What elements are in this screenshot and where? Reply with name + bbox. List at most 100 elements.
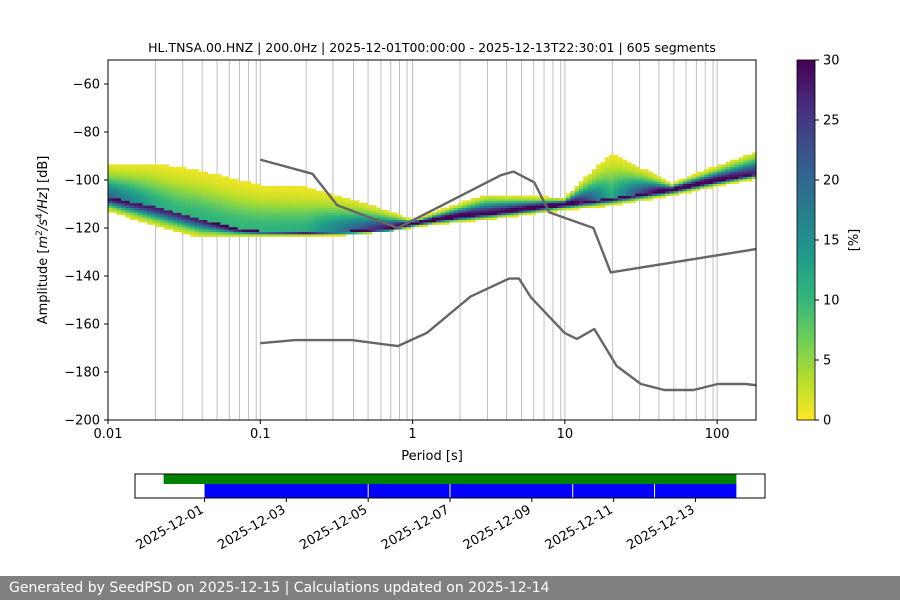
pdf-cell bbox=[738, 162, 744, 165]
pdf-cell bbox=[548, 205, 554, 208]
pdf-cell bbox=[522, 212, 528, 216]
pdf-cell bbox=[613, 193, 619, 196]
pdf-cell bbox=[704, 186, 710, 189]
pdf-cell bbox=[211, 188, 217, 192]
pdf-cell bbox=[336, 210, 342, 213]
pdf-cell bbox=[120, 171, 126, 175]
pdf-cell bbox=[384, 214, 390, 218]
pdf-cell bbox=[682, 190, 688, 194]
pdf-cell bbox=[643, 198, 649, 201]
pdf-cell bbox=[267, 207, 273, 211]
pdf-cell bbox=[146, 181, 152, 184]
pdf-cell bbox=[246, 190, 252, 194]
pdf-cell bbox=[181, 171, 187, 175]
pdf-cell bbox=[250, 224, 256, 228]
pdf-cell bbox=[574, 190, 580, 194]
pdf-cell bbox=[151, 183, 157, 187]
pdf-cell bbox=[259, 229, 265, 232]
pdf-cell bbox=[207, 205, 213, 208]
pdf-cell bbox=[604, 200, 610, 204]
pdf-cell bbox=[203, 229, 208, 232]
pdf-cell bbox=[462, 210, 468, 213]
pdf-cell bbox=[466, 210, 472, 213]
pdf-cell bbox=[522, 210, 528, 213]
pdf-cell bbox=[298, 193, 303, 196]
pdf-cell bbox=[289, 234, 295, 237]
pdf-cell bbox=[436, 210, 442, 213]
pdf-cell bbox=[565, 202, 571, 206]
pdf-cell bbox=[583, 202, 589, 206]
pdf-cell bbox=[228, 195, 234, 199]
pdf-cell bbox=[319, 222, 325, 225]
pdf-cell bbox=[332, 224, 338, 228]
pdf-cell bbox=[393, 212, 399, 216]
pdf-cell bbox=[613, 181, 619, 184]
pdf-cell bbox=[686, 183, 692, 187]
pdf-cell bbox=[639, 183, 645, 187]
pdf-cell bbox=[172, 222, 178, 225]
pdf-cell bbox=[514, 198, 519, 201]
pdf-cell bbox=[362, 231, 368, 235]
pdf-cell bbox=[358, 224, 364, 228]
pdf-cell bbox=[328, 224, 334, 228]
pdf-cell bbox=[311, 219, 316, 223]
pdf-cell bbox=[332, 205, 338, 208]
pdf-cell bbox=[181, 169, 187, 172]
pdf-cell bbox=[233, 190, 239, 194]
pdf-cell bbox=[224, 193, 230, 196]
pdf-cell bbox=[738, 169, 744, 172]
pdf-cell bbox=[738, 166, 744, 170]
pdf-cell bbox=[686, 188, 692, 192]
pdf-cell bbox=[108, 207, 113, 211]
pdf-cell bbox=[328, 200, 334, 204]
pdf-cell bbox=[267, 202, 273, 206]
pdf-cell bbox=[298, 186, 303, 189]
pdf-heatmap bbox=[108, 152, 757, 237]
pdf-cell bbox=[254, 207, 260, 211]
pdf-cell bbox=[691, 188, 697, 192]
pdf-cell bbox=[747, 171, 753, 175]
pdf-cell bbox=[164, 222, 170, 225]
pdf-cell bbox=[246, 181, 252, 184]
pdf-cell bbox=[712, 166, 718, 170]
pdf-cell bbox=[531, 205, 537, 208]
pdf-cell bbox=[108, 200, 113, 204]
pdf-cell bbox=[233, 195, 239, 199]
pdf-cell bbox=[211, 198, 217, 201]
pdf-cell bbox=[207, 224, 213, 228]
pdf-cell bbox=[185, 169, 191, 172]
pdf-cell bbox=[600, 176, 606, 180]
pdf-cell bbox=[263, 224, 269, 228]
pdf-cell bbox=[272, 205, 278, 208]
pdf-cell bbox=[375, 207, 381, 211]
pdf-cell bbox=[686, 190, 692, 194]
pdf-cell bbox=[587, 200, 593, 204]
pdf-cell bbox=[444, 210, 450, 213]
x-tick-label: 10 bbox=[557, 427, 574, 442]
pdf-cell bbox=[708, 186, 714, 189]
pdf-cell bbox=[427, 219, 433, 223]
pdf-cell bbox=[138, 178, 144, 182]
pdf-cell bbox=[233, 212, 239, 216]
pdf-cell bbox=[181, 190, 187, 194]
pdf-cell bbox=[734, 164, 740, 168]
pdf-cell bbox=[311, 210, 316, 213]
pdf-cell bbox=[280, 231, 286, 235]
pdf-cell bbox=[112, 181, 118, 184]
pdf-cell bbox=[604, 181, 610, 184]
pdf-cell bbox=[129, 210, 135, 213]
pdf-cell bbox=[198, 176, 204, 180]
pdf-cell bbox=[354, 226, 360, 230]
pdf-cell bbox=[635, 198, 640, 201]
pdf-cell bbox=[345, 222, 351, 225]
pdf-cell bbox=[190, 169, 195, 172]
pdf-cell bbox=[345, 202, 351, 206]
pdf-cell bbox=[302, 217, 308, 220]
pdf-cell bbox=[285, 202, 291, 206]
pdf-cell bbox=[146, 195, 152, 199]
pdf-cell bbox=[306, 229, 312, 232]
pdf-cell bbox=[228, 222, 234, 225]
pdf-cell bbox=[142, 219, 148, 223]
pdf-cell bbox=[293, 193, 299, 196]
pdf-cell bbox=[220, 212, 226, 216]
